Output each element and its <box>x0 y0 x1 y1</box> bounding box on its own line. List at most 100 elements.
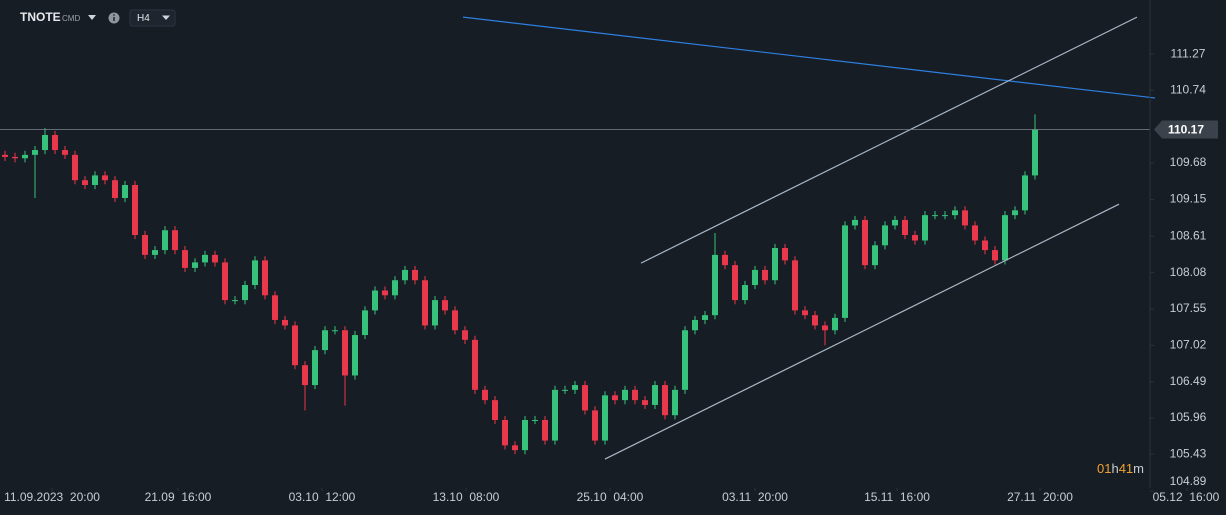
candle-body <box>22 154 28 159</box>
candle-body <box>612 395 618 401</box>
candle-body <box>12 156 18 159</box>
candle-body <box>962 210 968 226</box>
candle-body <box>262 260 268 296</box>
candle-body <box>932 215 938 217</box>
candle-body <box>782 248 788 261</box>
candle-body <box>592 410 598 441</box>
timeframe: H4 <box>137 13 150 24</box>
candle-body <box>272 295 278 320</box>
candle-body <box>912 235 918 241</box>
candle-body <box>792 260 798 311</box>
y-tick-label: 104.89 <box>1170 474 1207 488</box>
candle-body <box>522 420 528 451</box>
candle-body <box>772 248 778 281</box>
candle-body <box>442 300 448 311</box>
candle-body <box>952 210 958 216</box>
candle-body <box>102 175 108 181</box>
candle-body <box>72 154 78 181</box>
candle-body <box>312 350 318 386</box>
candle-body <box>922 215 928 241</box>
info-icon-stem <box>113 17 115 21</box>
candle-body <box>1012 210 1018 216</box>
candle-body <box>182 250 188 268</box>
candle-body <box>392 280 398 296</box>
candle-body <box>322 330 328 351</box>
candle-body <box>642 400 648 405</box>
symbol-dropdown[interactable] <box>88 15 96 20</box>
y-tick-label: 108.61 <box>1170 229 1207 243</box>
candle-body <box>342 330 348 376</box>
candle-body <box>212 254 218 263</box>
candle-body <box>362 310 368 336</box>
candle-body <box>722 254 728 266</box>
candle-body <box>302 365 308 386</box>
candle-body <box>532 420 538 422</box>
candle-body <box>172 230 178 251</box>
candle-body <box>812 315 818 326</box>
candle-body <box>482 389 488 401</box>
candle-body <box>222 262 228 301</box>
candle-body <box>252 260 258 286</box>
candle-body <box>332 330 338 332</box>
y-tick-label: 107.55 <box>1170 301 1207 315</box>
x-tick-label: 15.11 16:00 <box>864 490 930 504</box>
candle-body <box>582 385 588 411</box>
y-tick-label: 105.43 <box>1170 446 1207 460</box>
candle-body <box>492 400 498 421</box>
candle-body <box>452 310 458 331</box>
candle-body <box>852 219 858 226</box>
countdown-part: h <box>1111 461 1118 476</box>
plot-area <box>0 16 1156 460</box>
candle-body <box>32 150 38 155</box>
symbol-tag: CMD <box>62 14 80 23</box>
y-tick-label: 109.68 <box>1170 155 1207 169</box>
candle-body <box>632 389 638 401</box>
candle-body <box>602 395 608 441</box>
countdown-part: 41 <box>1119 461 1133 476</box>
candle-body <box>662 385 668 416</box>
x-tick-label: 11.09.2023 20:00 <box>4 490 100 504</box>
y-tick-label: 111.27 <box>1171 46 1206 60</box>
candle-body <box>162 230 168 251</box>
candle-body <box>992 250 998 261</box>
candle-body <box>92 175 98 185</box>
candle-body <box>982 240 988 251</box>
candle-body <box>472 339 478 390</box>
countdown-part: m <box>1133 461 1144 476</box>
x-tick-label: 13.10 08:00 <box>433 490 500 504</box>
candle-body <box>882 225 888 246</box>
timeframe-dropdown[interactable] <box>162 15 170 21</box>
candle-body <box>202 254 208 263</box>
candle-body <box>2 154 8 157</box>
trend-line <box>640 16 1138 264</box>
y-tick-label: 110.74 <box>1170 83 1206 97</box>
countdown-part: 01 <box>1097 461 1111 476</box>
y-tick-label: 109.15 <box>1170 192 1207 206</box>
candle-body <box>892 219 898 226</box>
candle-body <box>682 330 688 390</box>
header: TNOTE CMD H4 <box>20 9 176 27</box>
candle-body <box>572 385 578 390</box>
timeframe-selector[interactable] <box>129 9 176 27</box>
candle-body <box>52 134 58 151</box>
candle-body <box>142 235 148 255</box>
candle-body <box>152 250 158 255</box>
candle-body <box>1032 129 1038 176</box>
candle-body <box>372 290 378 311</box>
candle-body <box>122 184 128 199</box>
x-tick-label: 03.11 20:00 <box>722 490 788 504</box>
symbol: TNOTE <box>20 10 61 24</box>
candle-body <box>402 269 408 281</box>
candle-body <box>942 215 948 217</box>
x-tick-label: 25.10 04:00 <box>577 490 644 504</box>
candle-body <box>672 389 678 416</box>
axes: 111.27 110.74 109.68 109.15 108.61 108.08 107.… <box>4 0 1220 504</box>
x-tick-label: 05.12 16:00 <box>1153 490 1220 504</box>
candle-body <box>282 319 288 326</box>
candle-body <box>192 262 198 268</box>
candle-body <box>562 389 568 391</box>
candle-body <box>502 420 508 446</box>
candle-body <box>692 319 698 331</box>
y-tick-label: 106.49 <box>1170 374 1207 388</box>
